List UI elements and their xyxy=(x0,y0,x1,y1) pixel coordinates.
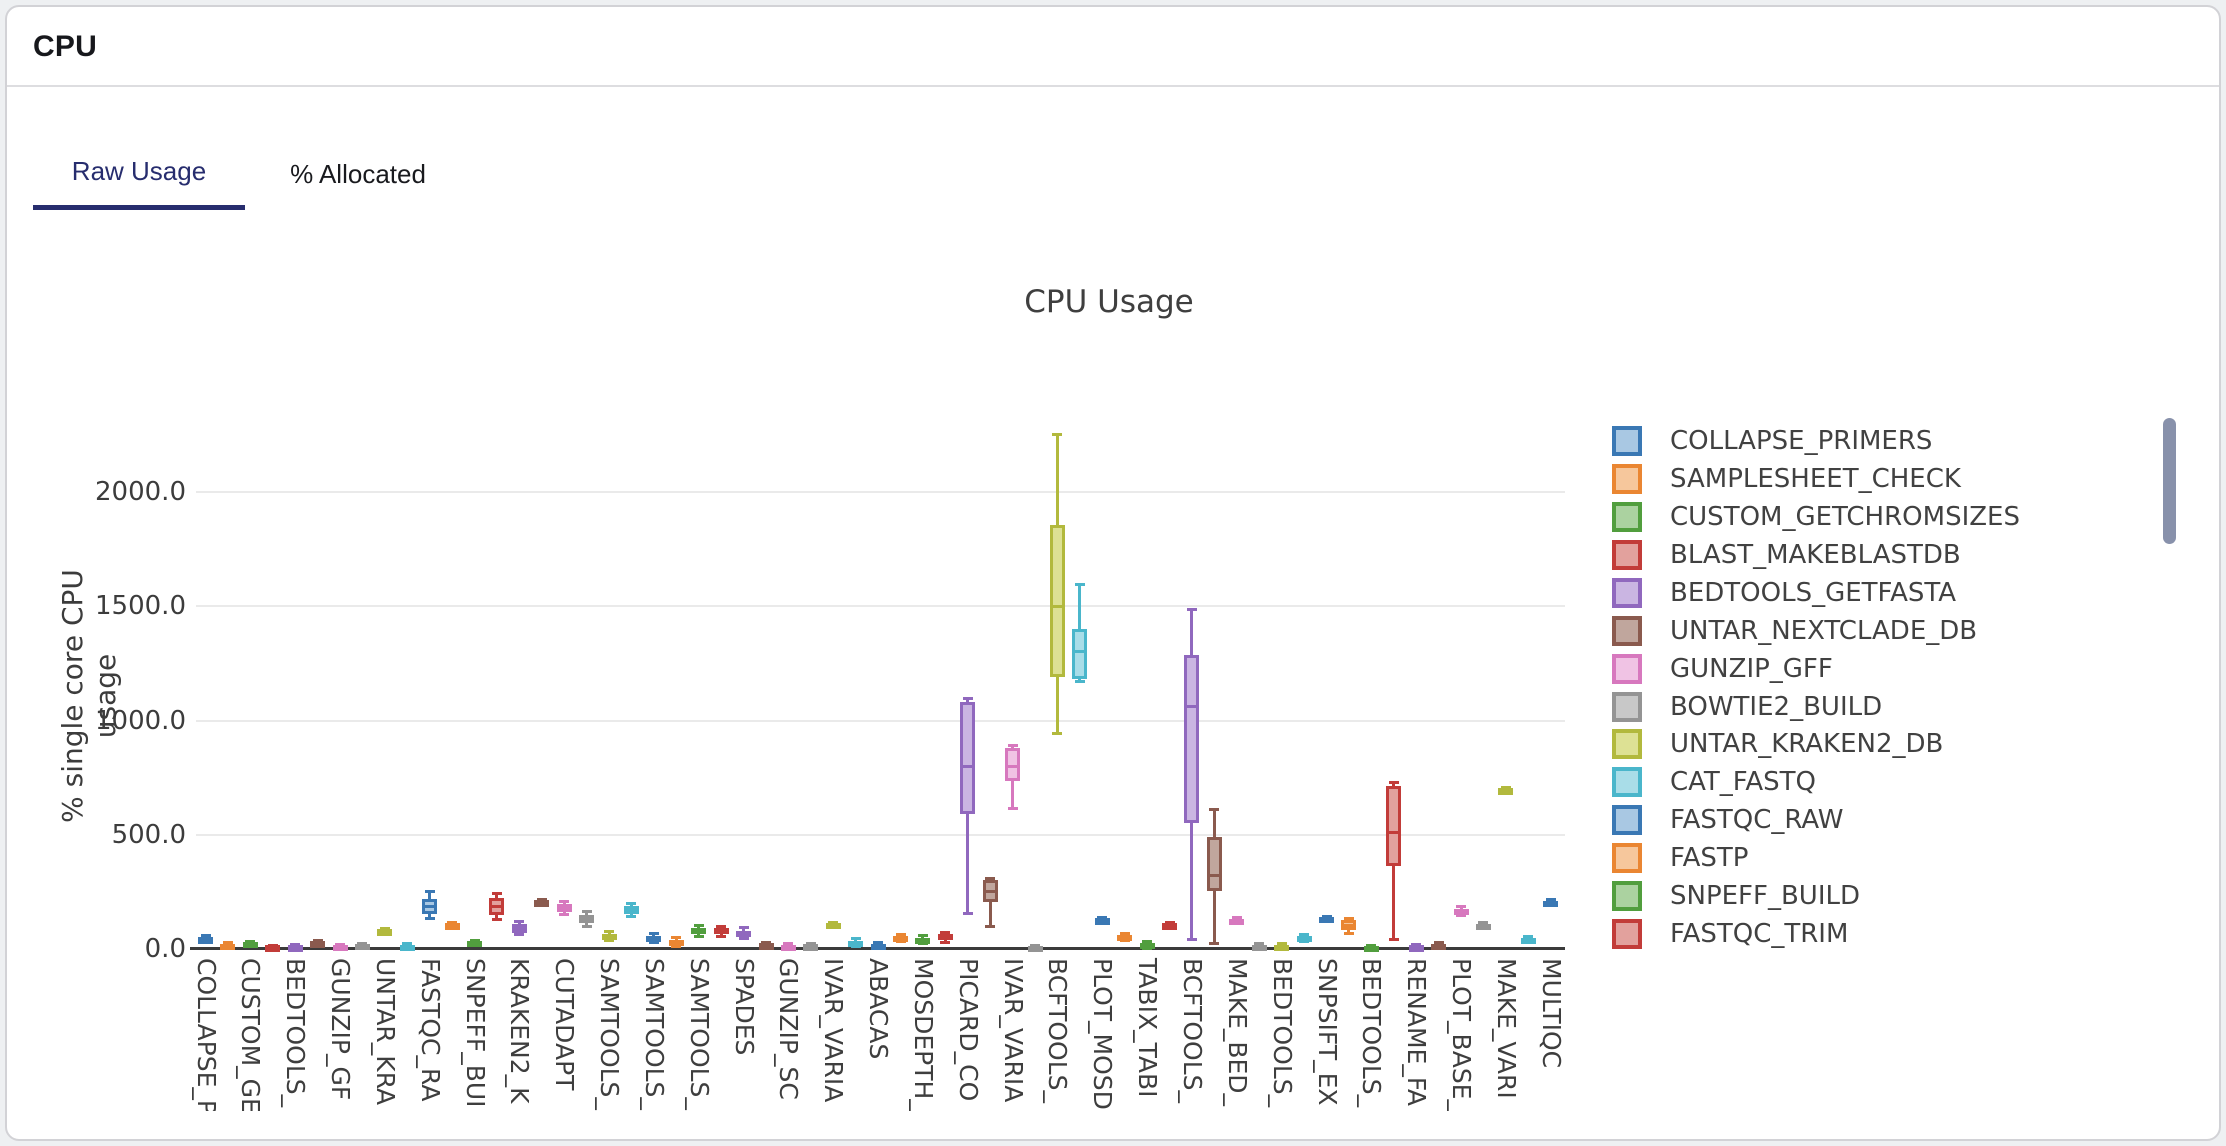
x-tick-label: BEDTOOLS_ xyxy=(1267,958,1297,1108)
x-tick-label: TABIX_TABI xyxy=(1133,958,1163,1098)
legend-label: BOWTIE2_BUILD xyxy=(1670,691,1883,722)
legend-item-fastqc-trim[interactable]: FASTQC_TRIM xyxy=(1612,919,1849,950)
x-tick-label: COLLAPSE_P xyxy=(191,958,221,1111)
y-tick-label: 1500.0 xyxy=(95,591,186,622)
x-tick-label: PICARD_CO xyxy=(953,958,983,1102)
legend-swatch-icon xyxy=(1612,463,1642,494)
legend-swatch-icon xyxy=(1612,615,1642,646)
x-tick-label: MOSDEPTH_ xyxy=(908,958,938,1111)
x-axis-labels: COLLAPSE_P CUSTOM_GE BEDTOOLS_ GUNZIP_GF UNT… xyxy=(0,952,1620,1111)
legend-item-fastp[interactable]: FASTP xyxy=(1612,843,1749,874)
legend-label: UNTAR_NEXTCLADE_DB xyxy=(1670,615,1978,646)
legend-label: FASTP xyxy=(1670,843,1749,874)
legend-swatch-icon xyxy=(1612,653,1642,684)
x-tick-label: RENAME_FA xyxy=(1402,958,1432,1107)
x-tick-label: SAMTOOLS_ xyxy=(595,958,625,1110)
legend-swatch-icon xyxy=(1612,426,1642,456)
legend-item-bowtie2-build[interactable]: BOWTIE2_BUILD xyxy=(1612,691,1883,722)
legend-item-collapse-primers[interactable]: COLLAPSE_PRIMERS xyxy=(1612,426,1932,456)
gridline xyxy=(196,833,1565,836)
x-axis-line xyxy=(190,947,1565,950)
x-tick-label: SNPEFF_BUI xyxy=(460,958,490,1108)
page-title: CPU xyxy=(33,30,97,63)
x-tick-label: PLOT_BASE_ xyxy=(1447,958,1477,1111)
x-tick-label: PLOT_MOSD xyxy=(1088,958,1118,1110)
legend-item-samplesheet-check[interactable]: SAMPLESHEET_CHECK xyxy=(1612,463,1961,494)
legend-item-cat-fastq[interactable]: CAT_FASTQ xyxy=(1612,767,1817,798)
legend-swatch-icon xyxy=(1612,919,1642,950)
chart-title: CPU Usage xyxy=(1024,284,1194,320)
x-tick-label: GUNZIP_GF xyxy=(326,958,356,1101)
x-tick-label: BCFTOOLS_ xyxy=(1177,958,1207,1104)
legend-label: GUNZIP_GFF xyxy=(1670,653,1833,684)
header-divider xyxy=(7,85,2219,87)
tab-percent-allocated-label: % Allocated xyxy=(290,158,426,189)
legend-swatch-icon xyxy=(1612,881,1642,912)
x-tick-label: MULTIQC xyxy=(1536,958,1566,1069)
legend-swatch-icon xyxy=(1612,843,1642,874)
gridline xyxy=(196,719,1565,722)
x-tick-label: KRAKEN2_K xyxy=(505,958,535,1104)
legend-swatch-icon xyxy=(1612,767,1642,798)
x-tick-label: FASTQC_RA xyxy=(415,958,445,1102)
x-tick-label: SAMTOOLS_ xyxy=(639,958,669,1110)
y-tick-label: 1000.0 xyxy=(95,705,186,736)
x-tick-label: IVAR_VARIA xyxy=(998,958,1028,1103)
legend-label: FASTQC_TRIM xyxy=(1670,919,1849,950)
x-tick-label: MAKE_BED_ xyxy=(1222,958,1252,1107)
x-tick-label: CUSTOM_GE xyxy=(236,958,266,1111)
legend-item-snpeff-build[interactable]: SNPEFF_BUILD xyxy=(1612,881,1861,912)
x-tick-label: CUTADAPT xyxy=(550,958,580,1091)
legend-label: BEDTOOLS_GETFASTA xyxy=(1670,577,1957,608)
x-tick-label: IVAR_VARIA xyxy=(819,958,849,1103)
x-tick-label: UNTAR_KRA xyxy=(370,958,400,1106)
legend-swatch-icon xyxy=(1612,501,1642,532)
tab-raw-usage[interactable]: Raw Usage xyxy=(33,138,245,210)
legend-item-blast-makeblastdb[interactable]: BLAST_MAKEBLASTDB xyxy=(1612,539,1961,570)
legend-label: SAMPLESHEET_CHECK xyxy=(1670,463,1961,494)
legend-swatch-icon xyxy=(1612,729,1642,760)
legend-label: COLLAPSE_PRIMERS xyxy=(1670,426,1933,456)
y-tick-label: 500.0 xyxy=(111,819,186,850)
x-tick-label: SAMTOOLS_ xyxy=(684,958,714,1110)
legend-label: CUSTOM_GETCHROMSIZES xyxy=(1670,501,2020,532)
gridline xyxy=(196,491,1565,493)
x-tick-label: BEDTOOLS_ xyxy=(1357,958,1387,1108)
legend-item-untar-nextclade-db[interactable]: UNTAR_NEXTCLADE_DB xyxy=(1612,615,1978,646)
legend-swatch-icon xyxy=(1612,539,1642,570)
tab-raw-usage-label: Raw Usage xyxy=(71,156,207,186)
legend-item-gunzip-gff[interactable]: GUNZIP_GFF xyxy=(1612,653,1833,684)
legend-swatch-icon xyxy=(1612,691,1642,722)
legend-label: SNPEFF_BUILD xyxy=(1670,881,1861,912)
legend-item-untar-kraken2-db[interactable]: UNTAR_KRAKEN2_DB xyxy=(1612,729,1944,760)
x-tick-label: BEDTOOLS_ xyxy=(281,958,311,1108)
legend-swatch-icon xyxy=(1612,805,1642,836)
x-tick-label: SNPSIFT_EX xyxy=(1312,958,1342,1106)
legend-label: CAT_FASTQ xyxy=(1670,767,1817,798)
legend-item-fastqc-raw[interactable]: FASTQC_RAW xyxy=(1612,805,1844,836)
x-tick-label: ABACAS xyxy=(864,958,894,1060)
x-tick-label: GUNZIP_SC xyxy=(774,958,804,1100)
tab-percent-allocated[interactable]: % Allocated xyxy=(280,138,436,210)
x-tick-label: BCFTOOLS_ xyxy=(1043,958,1073,1104)
y-tick-label: 0.0 xyxy=(144,934,186,964)
legend-item-custom-getchromsizes[interactable]: CUSTOM_GETCHROMSIZES xyxy=(1612,501,2020,532)
legend-label: BLAST_MAKEBLASTDB xyxy=(1670,539,1961,570)
x-tick-label: MAKE_VARI xyxy=(1491,958,1521,1099)
gridline xyxy=(196,605,1565,608)
cpu-panel-card xyxy=(5,5,2221,1141)
y-axis-title: % single core CPU usage xyxy=(56,569,122,823)
y-tick-label: 2000.0 xyxy=(95,477,186,507)
legend-scrollbar-thumb[interactable] xyxy=(2163,418,2176,544)
x-tick-label: SPADES xyxy=(729,958,759,1056)
legend-label: UNTAR_KRAKEN2_DB xyxy=(1670,729,1944,760)
legend-item-bedtools-getfasta[interactable]: BEDTOOLS_GETFASTA xyxy=(1612,577,1957,608)
legend-label: FASTQC_RAW xyxy=(1670,805,1844,836)
legend-swatch-icon xyxy=(1612,577,1642,608)
